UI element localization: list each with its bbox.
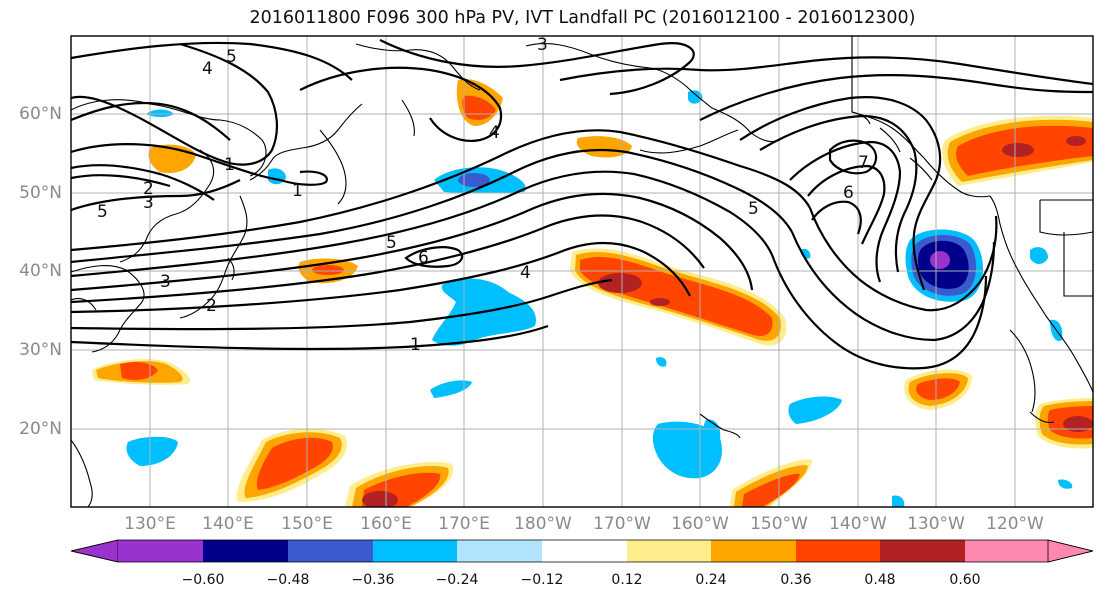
lon-label: 160°E — [360, 514, 412, 534]
lon-label: 120°W — [986, 514, 1044, 534]
colorbar-swatch — [711, 540, 796, 562]
contour-label: 5 — [226, 47, 237, 67]
colorbar-extend-high — [1047, 539, 1094, 563]
coastlines — [71, 36, 1093, 507]
lat-label: 60°N — [19, 104, 62, 124]
lon-label: 170°W — [593, 514, 651, 534]
map-title: 2016011800 F096 300 hPa PV, IVT Landfall… — [249, 8, 916, 28]
contour-label: 4 — [489, 123, 500, 143]
colorbar-tick-label: 0.24 — [695, 572, 727, 588]
pv-contours — [71, 39, 1093, 370]
lon-label: 170°E — [438, 514, 490, 534]
lat-label: 50°N — [19, 183, 62, 203]
colorbar-tick-label: 0.48 — [864, 572, 896, 588]
colorbar-swatch — [965, 540, 1048, 562]
colorbar-tick-label: −0.60 — [181, 572, 225, 588]
colorbar-extend-low — [70, 539, 119, 563]
colorbar-swatch — [203, 540, 288, 562]
shading-layer — [92, 78, 1093, 507]
contour-label: 4 — [202, 59, 213, 79]
colorbar-tick-label: −0.24 — [435, 572, 479, 588]
lon-label: 140°W — [829, 514, 887, 534]
contour-label: 1 — [292, 181, 303, 201]
contour-label: 4 — [520, 263, 531, 283]
lat-label: 30°N — [19, 340, 62, 360]
contour-label: 3 — [537, 35, 548, 55]
colorbar-swatch — [118, 540, 203, 562]
lon-label: 150°W — [750, 514, 808, 534]
colorbar-swatch — [796, 540, 880, 562]
contour-label: 6 — [418, 248, 429, 268]
contour-label: 5 — [748, 199, 759, 219]
lon-label: 150°E — [281, 514, 333, 534]
contour-label: 1 — [410, 335, 421, 355]
graticule — [71, 36, 1093, 507]
contour-label: 3 — [143, 193, 154, 213]
lon-label: 160°W — [671, 514, 729, 534]
colorbar-outline — [70, 539, 1094, 563]
colorbar-swatch — [880, 540, 965, 562]
colorbar-tick-label: 0.60 — [949, 572, 981, 588]
lon-label: 130°E — [124, 514, 176, 534]
contour-label: 5 — [386, 233, 397, 253]
lon-label: 130°W — [907, 514, 965, 534]
colorbar-tick-label: 0.12 — [611, 572, 643, 588]
colorbar-swatch — [373, 540, 457, 562]
lon-label: 180°W — [514, 514, 572, 534]
contour-label: 7 — [858, 153, 869, 173]
contour-label: 2 — [143, 179, 154, 199]
colorbar — [70, 539, 1094, 563]
contour-label: 1 — [224, 155, 235, 175]
contour-label: 3 — [160, 272, 171, 292]
lat-label: 20°N — [19, 419, 62, 439]
colorbar-tick-label: 0.36 — [780, 572, 812, 588]
colorbar-tick-label: −0.48 — [266, 572, 310, 588]
contour-label-group: 5 4 3 1 1 2 3 5 5 6 4 1 3 2 4 5 6 7 — [97, 35, 869, 355]
colorbar-tick-label: −0.12 — [520, 572, 564, 588]
colorbar-swatch — [627, 540, 711, 562]
colorbar-swatch — [542, 540, 627, 562]
colorbar-tick-label: −0.36 — [351, 572, 395, 588]
negative-anomaly-region — [126, 90, 1073, 507]
colorbar-swatch — [457, 540, 542, 562]
colorbar-swatch — [288, 540, 373, 562]
contour-label: 2 — [206, 296, 217, 316]
contour-label: 6 — [843, 183, 854, 203]
map-frame — [70, 35, 1094, 508]
lat-label: 40°N — [19, 261, 62, 281]
lon-label: 140°E — [202, 514, 254, 534]
contour-label: 5 — [97, 202, 108, 222]
